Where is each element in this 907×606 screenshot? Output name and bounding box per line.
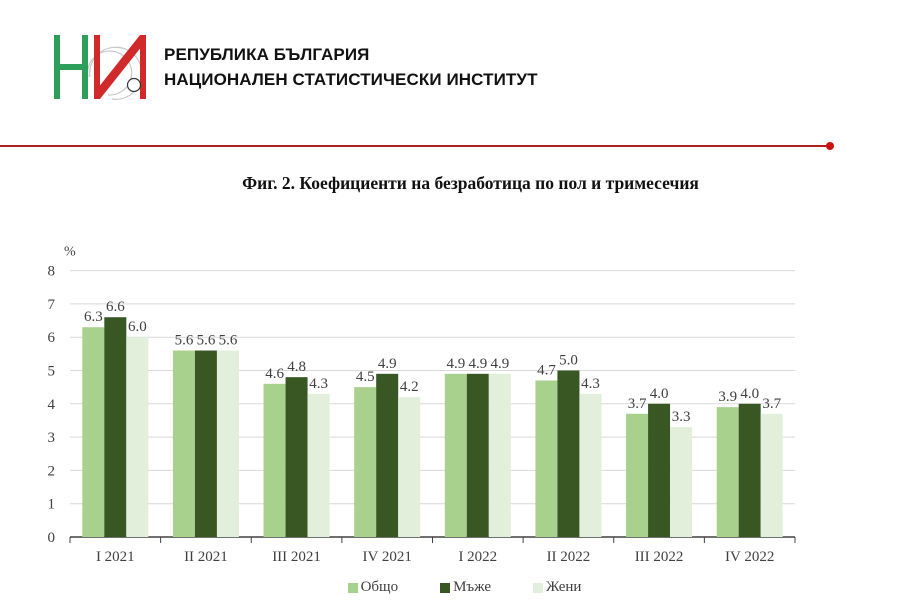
bar xyxy=(126,337,149,537)
bar-value-label: 3.7 xyxy=(762,396,781,412)
bar-value-label: 4.9 xyxy=(490,356,509,372)
bar-value-label: 5.6 xyxy=(175,333,194,349)
bar xyxy=(716,407,739,537)
bar xyxy=(488,373,511,537)
bar xyxy=(670,427,693,537)
y-tick-label: 4 xyxy=(48,397,56,413)
org-line1: РЕПУБЛИКА БЪЛГАРИЯ xyxy=(164,45,370,64)
bar-value-label: 4.3 xyxy=(581,376,600,392)
bar xyxy=(82,327,105,537)
x-tick-label: I 2021 xyxy=(96,549,135,565)
bar xyxy=(648,403,671,537)
bar xyxy=(535,380,558,537)
org-name: РЕПУБЛИКА БЪЛГАРИЯ НАЦИОНАЛЕН СТАТИСТИЧЕ… xyxy=(164,42,538,92)
y-tick-label: 6 xyxy=(48,330,56,346)
legend-label-total: Общо xyxy=(360,579,399,595)
legend-item-men: Мъже xyxy=(440,579,491,596)
legend-item-women: Жени xyxy=(533,579,581,596)
y-tick-label: 1 xyxy=(48,497,56,513)
y-tick-label: 3 xyxy=(48,430,56,446)
header-divider-dot xyxy=(826,142,834,150)
bar-value-label: 5.6 xyxy=(197,333,216,349)
bar xyxy=(398,397,421,537)
bar xyxy=(354,387,377,537)
x-tick-label: II 2021 xyxy=(184,549,228,565)
legend-swatch-total xyxy=(347,582,358,593)
x-tick-label: I 2022 xyxy=(458,549,497,565)
chart-legend: Общо Мъже Жени xyxy=(0,579,907,596)
bar-value-label: 5.6 xyxy=(219,333,238,349)
x-tick-label: IV 2021 xyxy=(363,549,412,565)
legend-label-men: Мъже xyxy=(453,579,492,595)
bar-value-label: 4.5 xyxy=(356,369,375,385)
y-tick-label: 0 xyxy=(48,530,56,546)
x-tick-label: IV 2022 xyxy=(725,549,774,565)
bar-value-label: 4.6 xyxy=(265,366,284,382)
bar xyxy=(104,317,127,537)
y-tick-label: 5 xyxy=(48,364,56,380)
org-line2: НАЦИОНАЛЕН СТАТИСТИЧЕСКИ ИНСТИТУТ xyxy=(164,70,538,89)
bar-value-label: 6.6 xyxy=(106,299,125,315)
bar-value-label: 4.0 xyxy=(650,386,669,402)
chart-title: Фиг. 2. Коефициенти на безработица по по… xyxy=(242,173,699,193)
bar xyxy=(738,403,761,537)
bar xyxy=(376,373,399,537)
bar xyxy=(216,350,239,537)
bar xyxy=(626,413,649,537)
legend-item-total: Общо xyxy=(347,579,399,596)
bar-value-label: 5.0 xyxy=(559,353,578,369)
bar xyxy=(760,413,783,537)
bar-value-label: 4.8 xyxy=(287,359,306,375)
bar xyxy=(466,373,489,537)
x-tick-label: III 2021 xyxy=(272,549,321,565)
bar xyxy=(444,373,467,537)
bar-value-label: 4.9 xyxy=(468,356,487,372)
bar-value-label: 4.7 xyxy=(537,362,556,378)
legend-swatch-women xyxy=(533,582,544,593)
y-tick-label: 2 xyxy=(48,463,56,479)
bar xyxy=(285,377,308,537)
x-tick-label: III 2022 xyxy=(635,549,684,565)
bar-value-label: 4.3 xyxy=(309,376,328,392)
bar-value-label: 3.3 xyxy=(672,409,691,425)
bar-value-label: 4.0 xyxy=(740,386,759,402)
y-tick-label: 8 xyxy=(48,264,56,280)
bar-value-label: 6.3 xyxy=(84,309,103,325)
legend-label-women: Жени xyxy=(546,579,582,595)
legend-swatch-men xyxy=(440,582,451,593)
bar-value-label: 3.9 xyxy=(718,389,737,405)
bar xyxy=(263,383,286,537)
bar-value-label: 4.9 xyxy=(378,356,397,372)
x-tick-label: II 2022 xyxy=(547,549,591,565)
bar xyxy=(172,350,195,537)
bar-value-label: 4.2 xyxy=(400,379,419,395)
bar xyxy=(194,350,217,537)
bar-value-label: 3.7 xyxy=(628,396,647,412)
header-divider xyxy=(0,145,830,147)
bar-value-label: 4.9 xyxy=(446,356,465,372)
bar xyxy=(307,393,330,537)
bar xyxy=(557,370,580,537)
y-tick-label: 7 xyxy=(48,297,56,313)
y-axis-label: % xyxy=(64,245,76,260)
bar xyxy=(579,393,602,537)
bar-value-label: 6.0 xyxy=(128,319,147,335)
nsi-logo-icon xyxy=(54,35,146,100)
